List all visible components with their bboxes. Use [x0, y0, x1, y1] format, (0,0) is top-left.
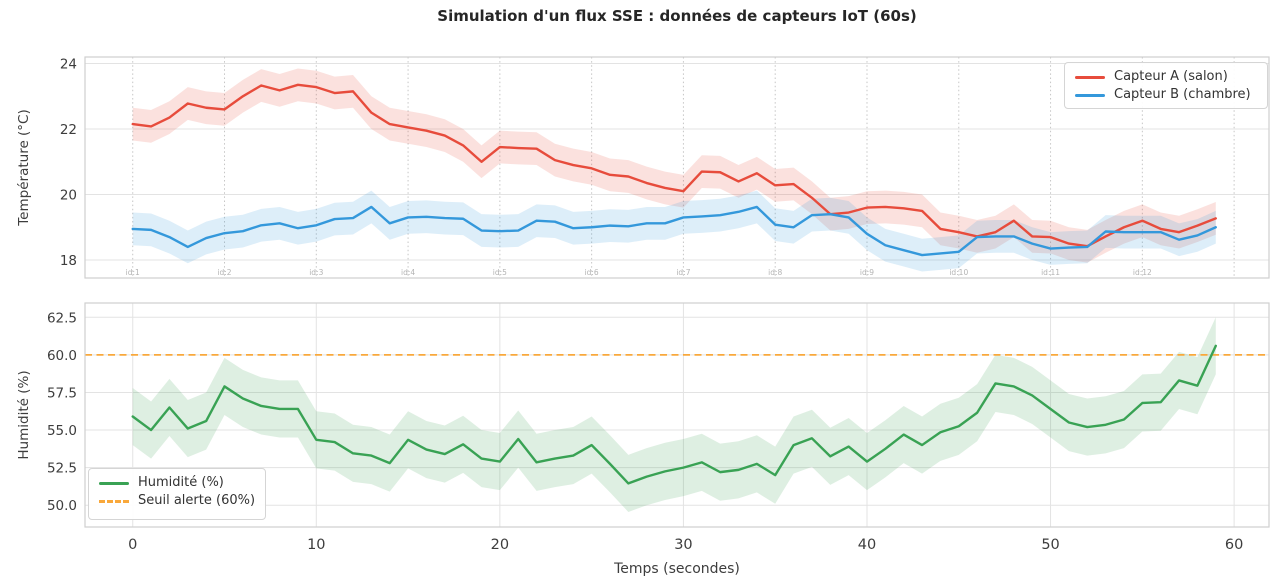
- svg-text:Température (°C): Température (°C): [16, 109, 32, 227]
- humidity-chart: 50.0 52.5 55.0 57.5 60.0 62.5 0 10 20 30 40 50 60 Hum…: [16, 302, 1270, 577]
- svg-text:id:9: id:9: [860, 268, 874, 277]
- seuil-dashed-swatch: [99, 499, 129, 503]
- humidite-label: Humidité (%): [138, 475, 224, 490]
- svg-text:20: 20: [491, 537, 509, 553]
- svg-text:30: 30: [674, 537, 692, 553]
- seuil-label: Seuil alerte (60%): [138, 493, 256, 508]
- svg-text:0: 0: [128, 537, 137, 553]
- svg-text:40: 40: [858, 537, 876, 553]
- svg-text:id:1: id:1: [126, 268, 140, 277]
- capteur-b-label: Capteur B (chambre): [1114, 87, 1251, 102]
- svg-text:Temps (secondes): Temps (secondes): [613, 561, 740, 577]
- temperature-chart: 18 20 22 24 id:1 id:2 id:3 id:4 id:5 id:6 id:7 id:8…: [16, 56, 1270, 279]
- svg-text:60: 60: [1225, 537, 1243, 553]
- capteur-b-line-swatch: [1075, 93, 1105, 97]
- humidite-line-swatch: [99, 481, 129, 485]
- svg-text:id:10: id:10: [949, 268, 968, 277]
- svg-text:Humidité (%): Humidité (%): [16, 370, 32, 459]
- legend-entry-seuil: Seuil alerte (60%): [99, 492, 255, 510]
- svg-text:62.5: 62.5: [47, 310, 77, 326]
- humidity-legend: Humidité (%) Seuil alerte (60%): [88, 468, 266, 520]
- legend-entry-humidite: Humidité (%): [99, 474, 255, 492]
- svg-text:24: 24: [60, 57, 77, 73]
- legend-entry-capteur-b: Capteur B (chambre): [1075, 86, 1257, 104]
- svg-text:id:12: id:12: [1133, 268, 1152, 277]
- legend-entry-capteur-a: Capteur A (salon): [1075, 68, 1257, 86]
- figure-title: Simulation d'un flux SSE : données de ca…: [437, 7, 917, 25]
- svg-text:55.0: 55.0: [47, 423, 77, 439]
- svg-text:id:2: id:2: [217, 268, 231, 277]
- svg-text:60.0: 60.0: [47, 348, 77, 364]
- temperature-legend: Capteur A (salon) Capteur B (chambre): [1064, 62, 1268, 109]
- capteur-a-line-swatch: [1075, 75, 1105, 79]
- svg-text:id:4: id:4: [401, 268, 415, 277]
- svg-text:id:7: id:7: [676, 268, 690, 277]
- svg-text:id:3: id:3: [309, 268, 323, 277]
- svg-text:18: 18: [60, 253, 77, 269]
- svg-text:52.5: 52.5: [47, 461, 77, 477]
- svg-text:id:6: id:6: [585, 268, 599, 277]
- svg-text:id:8: id:8: [768, 268, 782, 277]
- svg-text:id:11: id:11: [1041, 268, 1060, 277]
- svg-text:id:5: id:5: [493, 268, 507, 277]
- svg-text:10: 10: [307, 537, 325, 553]
- svg-text:57.5: 57.5: [47, 385, 77, 401]
- svg-text:50: 50: [1041, 537, 1059, 553]
- svg-text:22: 22: [60, 122, 77, 138]
- capteur-a-label: Capteur A (salon): [1114, 69, 1228, 84]
- svg-text:20: 20: [60, 188, 77, 204]
- svg-text:50.0: 50.0: [47, 498, 77, 514]
